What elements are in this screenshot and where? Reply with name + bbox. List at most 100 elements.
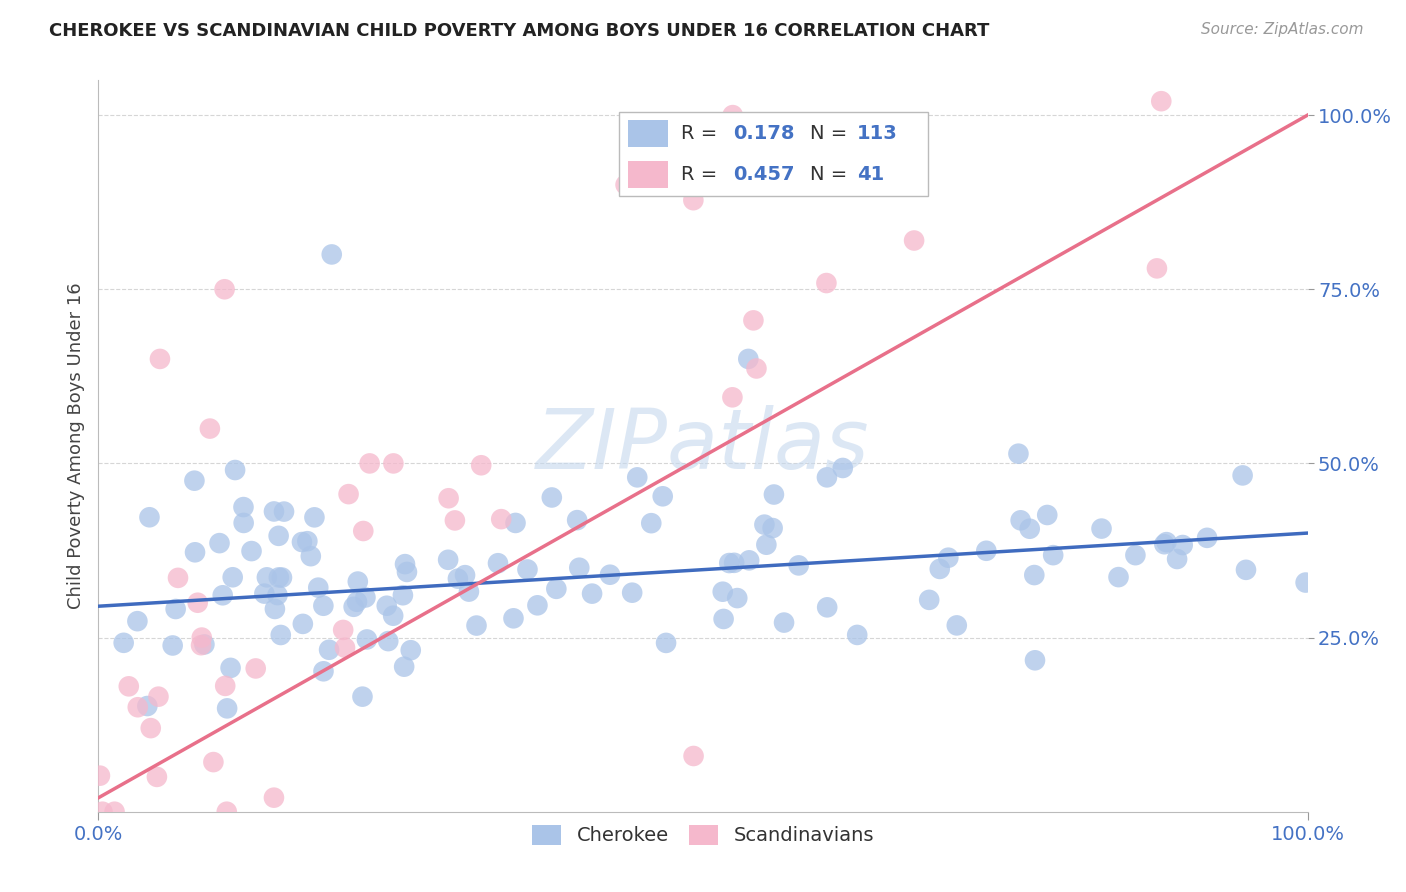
Point (1153, 537, 1175, 551)
Point (755, 538, 778, 552)
Point (214, 282, 236, 296)
Point (787, 558, 810, 573)
Point (165, 602, 187, 616)
Point (742, 313, 765, 327)
Point (162, 639, 184, 653)
Point (655, 636, 678, 650)
Text: 113: 113 (856, 124, 897, 143)
Point (211, 588, 233, 602)
Point (91, 805, 114, 819)
Point (352, 524, 374, 538)
Point (392, 659, 415, 673)
Point (437, 491, 460, 506)
Point (928, 562, 950, 576)
Point (139, 721, 162, 735)
Point (454, 568, 477, 582)
Point (184, 545, 207, 559)
Point (565, 513, 588, 527)
Point (382, 457, 405, 471)
Text: 0.457: 0.457 (733, 165, 794, 184)
Point (333, 640, 356, 655)
Y-axis label: Child Poverty Among Boys Under 16: Child Poverty Among Boys Under 16 (66, 283, 84, 609)
Point (215, 805, 238, 819)
Point (217, 701, 239, 715)
Point (721, 108, 744, 122)
Point (232, 500, 254, 514)
Point (377, 634, 399, 648)
Point (343, 599, 366, 614)
Point (682, 193, 704, 207)
FancyBboxPatch shape (628, 161, 668, 188)
Point (737, 351, 759, 366)
Point (193, 637, 215, 651)
Point (271, 570, 294, 584)
Point (1232, 468, 1254, 483)
Point (831, 461, 853, 475)
Text: Source: ZipAtlas.com: Source: ZipAtlas.com (1201, 22, 1364, 37)
Point (918, 592, 941, 607)
Point (486, 556, 509, 570)
Point (546, 582, 568, 596)
Point (394, 557, 416, 571)
Point (1024, 568, 1046, 582)
Point (112, 636, 135, 650)
Point (256, 570, 278, 584)
Point (502, 611, 524, 625)
Point (253, 586, 276, 600)
Point (846, 628, 869, 642)
Point (1036, 508, 1059, 522)
FancyBboxPatch shape (619, 112, 928, 196)
Point (136, 699, 159, 714)
Point (1042, 548, 1064, 562)
Text: 41: 41 (856, 165, 884, 184)
Point (392, 588, 415, 602)
Point (721, 390, 744, 404)
Text: CHEROKEE VS SCANDINAVIAN CHILD POVERTY AMONG BOYS UNDER 16 CORRELATION CHART: CHEROKEE VS SCANDINAVIAN CHILD POVERTY A… (49, 22, 990, 40)
Point (1018, 522, 1040, 536)
Point (264, 602, 287, 616)
Point (375, 599, 398, 613)
Point (1108, 570, 1130, 584)
Point (1125, 548, 1147, 562)
Point (725, 591, 748, 605)
Text: N =: N = (810, 124, 853, 143)
Point (1007, 447, 1029, 461)
Point (444, 513, 467, 527)
Point (581, 587, 603, 601)
Point (291, 616, 314, 631)
Point (516, 562, 538, 576)
Point (723, 556, 745, 570)
Point (945, 618, 967, 632)
Point (103, 805, 125, 819)
Point (146, 770, 169, 784)
Text: R =: R = (681, 124, 723, 143)
Point (337, 487, 360, 501)
Point (167, 571, 190, 585)
Text: N =: N = (810, 165, 853, 184)
Point (138, 510, 160, 524)
Point (651, 489, 673, 503)
Point (815, 276, 838, 290)
Point (359, 457, 381, 471)
Point (263, 790, 285, 805)
Point (321, 247, 343, 261)
Point (1090, 522, 1112, 536)
Point (245, 661, 267, 675)
FancyBboxPatch shape (628, 120, 668, 147)
Point (297, 534, 319, 549)
Point (745, 361, 768, 376)
Point (127, 700, 149, 714)
Point (626, 470, 648, 484)
Point (1150, 94, 1173, 108)
Point (191, 631, 214, 645)
Point (470, 458, 492, 473)
Point (346, 595, 368, 609)
Point (621, 585, 644, 599)
Point (640, 516, 662, 531)
Point (354, 591, 377, 605)
Point (458, 584, 481, 599)
Point (222, 570, 245, 584)
Point (399, 643, 422, 657)
Point (1024, 653, 1046, 667)
Point (1234, 563, 1257, 577)
